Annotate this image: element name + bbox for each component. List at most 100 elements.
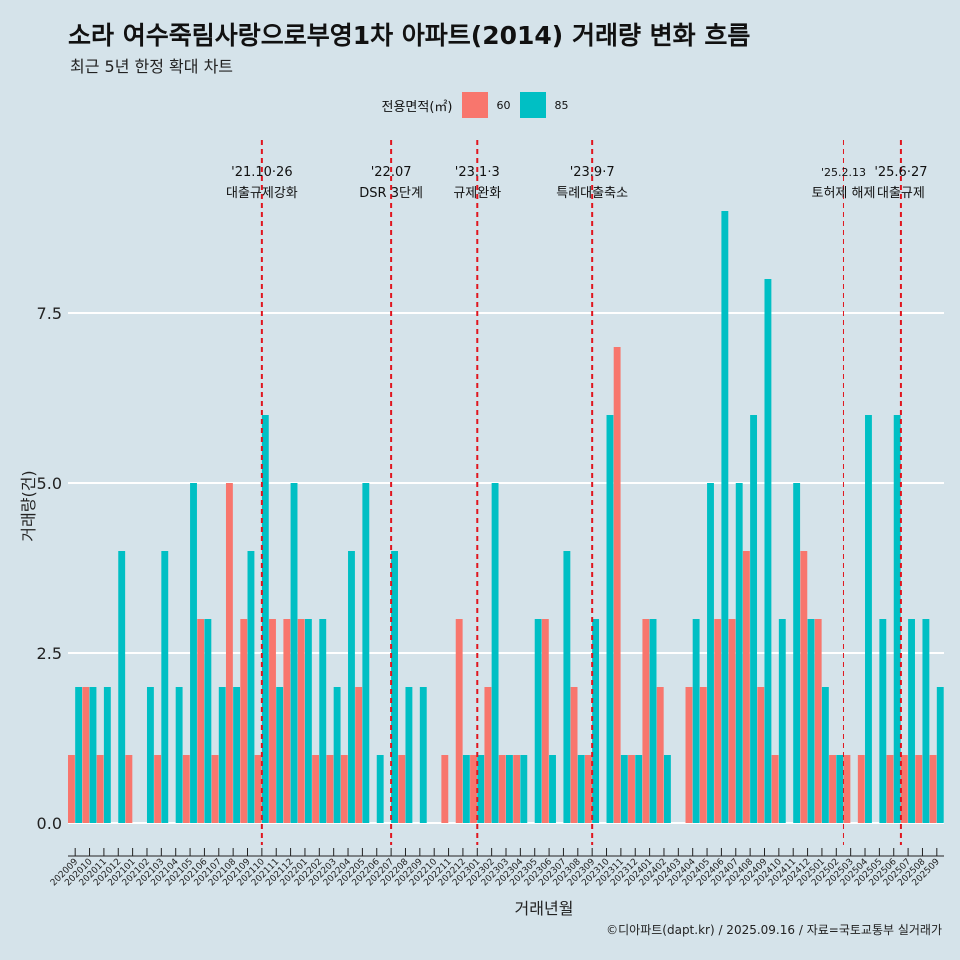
bar-85-202108	[233, 687, 241, 823]
legend-title: 전용면적(㎡)	[381, 99, 453, 115]
bar-85-202301	[477, 755, 485, 823]
bar-60-202108	[225, 483, 233, 823]
event-desc-label: 토허제 해제	[812, 186, 876, 201]
bar-85-202212	[462, 755, 470, 823]
legend-label-85: 85	[554, 98, 569, 112]
chart-subtitle: 최근 5년 한정 확대 차트	[70, 57, 234, 76]
bar-85-202205	[362, 483, 370, 823]
bar-85-202508	[922, 619, 930, 823]
legend-swatch-60	[462, 92, 489, 118]
bar-85-202401	[649, 619, 657, 823]
bar-60-202203	[326, 755, 334, 823]
event-date-label: '23.9·7	[570, 165, 615, 180]
bar-60-202302	[484, 687, 492, 823]
bar-60-202311	[613, 347, 621, 823]
bar-85-202411	[793, 483, 801, 823]
y-tick-label: 5.0	[37, 474, 62, 493]
event-date-label: '25.2.13	[821, 166, 866, 179]
bar-60-202409	[757, 687, 765, 823]
bar-85-202309	[592, 619, 600, 823]
bar-60-202509	[929, 755, 937, 823]
bar-60-202112	[283, 619, 291, 823]
bar-60-202312	[628, 755, 635, 823]
bar-60-202303	[498, 755, 506, 823]
bar-60-202508	[915, 755, 923, 823]
event-desc-label: 대출규제	[877, 186, 925, 201]
bar-85-202102	[146, 687, 154, 823]
bar-60-202306	[541, 619, 549, 823]
bar-60-202502	[829, 755, 836, 823]
bar-60-202009	[68, 755, 75, 823]
bar-85-202112	[290, 483, 298, 823]
bar-60-202412	[800, 551, 808, 823]
bar-60-202101	[125, 755, 133, 823]
bar-60-202103	[154, 755, 162, 823]
bar-85-202311	[620, 755, 628, 823]
legend-swatch-85	[520, 92, 547, 118]
bar-85-202207	[391, 551, 398, 823]
bar-60-202503	[843, 755, 851, 823]
bar-60-202010	[82, 687, 90, 823]
bar-60-202212	[455, 619, 463, 823]
bar-85-202408	[750, 415, 758, 823]
event-date-label: '22.07	[371, 165, 412, 180]
bar-60-202011	[96, 755, 104, 823]
bar-60-202109	[240, 619, 248, 823]
bar-85-202307	[563, 551, 571, 823]
bar-60-202204	[340, 755, 348, 823]
bar-60-202208	[398, 755, 406, 823]
bar-85-202012	[118, 551, 126, 823]
bar-85-202011	[103, 687, 111, 823]
source-caption: ©디아파트(dapt.kr) / 2025.09.16 / 자료=국토교통부 실…	[606, 923, 942, 937]
bar-60-202301	[470, 755, 477, 823]
bar-85-202305	[534, 619, 542, 823]
bar-85-202104	[175, 687, 183, 823]
bar-85-202406	[721, 211, 729, 823]
bar-85-202412	[807, 619, 815, 823]
bar-85-202203	[333, 687, 341, 823]
bar-60-202202	[312, 755, 320, 823]
bar-85-202302	[491, 483, 499, 823]
bar-85-202509	[936, 687, 944, 823]
bar-60-202308	[570, 687, 578, 823]
bar-85-202208	[405, 687, 413, 823]
bar-60-202205	[355, 687, 363, 823]
bar-60-202407	[728, 619, 736, 823]
bar-85-202109	[247, 551, 255, 823]
bar-85-202304	[520, 755, 528, 823]
bar-85-202306	[549, 755, 556, 823]
bar-85-202505	[879, 619, 887, 823]
bar-85-202312	[635, 755, 643, 823]
bar-85-202507	[908, 619, 915, 823]
bar-85-202201	[304, 619, 312, 823]
bar-85-202106	[204, 619, 212, 823]
bar-60-202406	[714, 619, 722, 823]
legend-label-60: 60	[496, 98, 511, 112]
bar-60-202211	[441, 755, 449, 823]
bar-85-202209	[419, 687, 427, 823]
bar-85-202404	[692, 619, 700, 823]
bar-85-202010	[89, 687, 97, 823]
bar-60-202504	[857, 755, 865, 823]
bar-85-202111	[276, 687, 284, 823]
bar-85-202410	[778, 619, 786, 823]
bar-85-202107	[218, 687, 226, 823]
bar-85-202308	[577, 755, 585, 823]
bar-85-202502	[836, 755, 844, 823]
bar-60-202106	[197, 619, 205, 823]
bar-85-202501	[821, 687, 829, 823]
bar-85-202110	[261, 415, 269, 823]
y-tick-label: 7.5	[37, 304, 62, 323]
bar-85-202407	[735, 483, 743, 823]
bar-85-202204	[348, 551, 355, 823]
bar-60-202110	[254, 755, 262, 823]
bar-85-202310	[606, 415, 614, 823]
bar-85-202405	[707, 483, 714, 823]
event-date-label: '23.1·3	[455, 165, 500, 180]
y-axis-title: 거래량(건)	[19, 470, 38, 541]
bar-60-202107	[211, 755, 219, 823]
bar-60-202501	[814, 619, 822, 823]
bar-60-202408	[742, 551, 750, 823]
bar-60-202105	[182, 755, 190, 823]
